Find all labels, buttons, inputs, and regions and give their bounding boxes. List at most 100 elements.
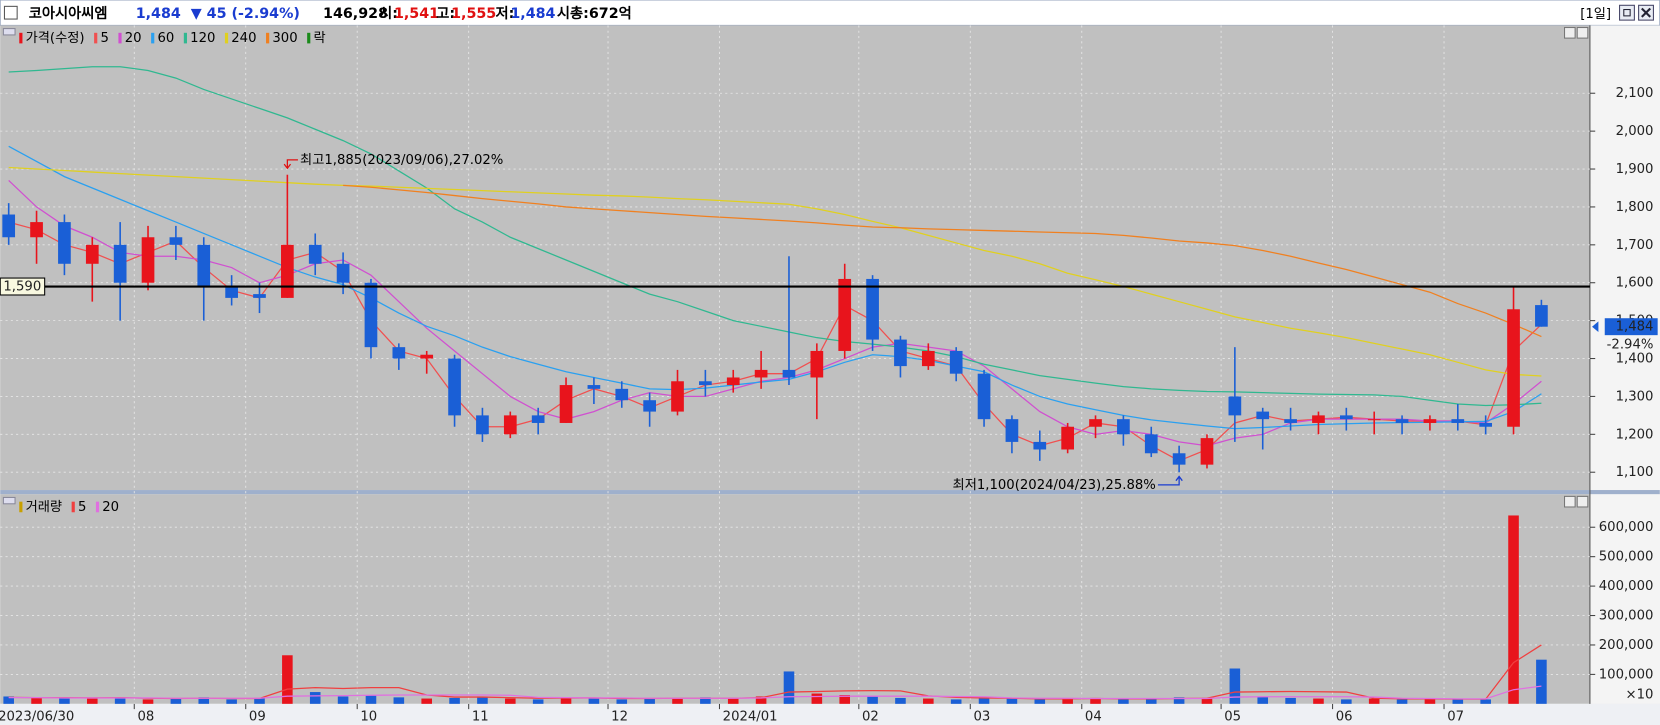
y-tick-label: 300,000 [1599, 609, 1654, 624]
candle-body [58, 222, 71, 264]
panel-max-button[interactable] [1563, 495, 1576, 508]
volume-bar [282, 655, 293, 704]
candle-body [643, 400, 656, 412]
volume-bar [1145, 698, 1157, 704]
annotation-arrow [283, 159, 298, 170]
checkbox[interactable] [3, 5, 18, 20]
legend-swatch [19, 501, 23, 513]
legend-swatch [19, 32, 23, 44]
legend-label: 20 [125, 31, 142, 46]
candle-body [671, 381, 684, 412]
candle-body [420, 354, 434, 359]
volume-bar [588, 698, 600, 704]
x-axis-bg [0, 703, 1660, 725]
low-value: 1,484 [510, 6, 555, 22]
volume-bar [1341, 699, 1352, 704]
volume-bar [449, 697, 460, 704]
legend-label: 거래량 [26, 499, 62, 515]
candle-body [225, 286, 238, 298]
volume-bar [421, 698, 432, 704]
panel-close-button[interactable] [1576, 495, 1589, 508]
header-bar [0, 0, 1660, 26]
annotation-arrow [1157, 475, 1183, 486]
candle-body [921, 350, 935, 367]
candle-body [2, 214, 16, 238]
legend-swatch [224, 32, 229, 44]
volume-bar [1229, 668, 1241, 704]
volume-bar [700, 697, 711, 704]
x-tick-label: 02 [862, 710, 879, 725]
candle-body [169, 237, 183, 245]
ma-line [8, 66, 1542, 407]
legend-label: 20 [102, 500, 119, 515]
ma-line [8, 145, 1542, 430]
panel-icon [2, 496, 16, 505]
close-icon [1641, 7, 1652, 18]
open-label: 시: [379, 5, 398, 22]
candle-body [754, 369, 768, 378]
restore-button[interactable] [1619, 4, 1635, 21]
volume-panel [0, 494, 1590, 704]
panel-icon [2, 28, 16, 36]
unit-label: ×10 [1626, 687, 1654, 702]
candle-body [503, 415, 517, 435]
y-tick-label: 400,000 [1599, 579, 1654, 594]
candle-body [197, 244, 211, 287]
restore-icon [1623, 8, 1631, 17]
volume-bar [755, 696, 767, 704]
volume-bar [1536, 659, 1547, 704]
legend-label: 5 [78, 500, 86, 515]
candle-body [1479, 422, 1493, 427]
volume: 146,928 [323, 6, 388, 22]
volume-bar [365, 695, 377, 704]
last-price-label: 1,484 [1616, 320, 1654, 335]
volume-ma-line [8, 644, 1542, 700]
y-tick-label: 2,000 [1616, 124, 1654, 139]
volume-bar [895, 697, 906, 704]
volume-bar [950, 699, 962, 704]
candle-body [615, 388, 629, 401]
candle-body [1033, 441, 1047, 450]
panel-max-button[interactable] [1563, 26, 1576, 39]
volume-bar [672, 698, 683, 704]
candle-body [699, 381, 712, 386]
volume-bar [811, 693, 823, 704]
y-tick-label: 1,700 [1616, 238, 1654, 253]
y-tick-label: 1,800 [1616, 200, 1654, 215]
volume-bar [86, 698, 98, 704]
stock-name: 코아시아씨엠 [29, 4, 108, 22]
candle-body [85, 244, 99, 264]
volume-bar [337, 696, 349, 704]
y-tick-label: 1,600 [1616, 276, 1654, 291]
candle-body [977, 373, 991, 420]
volume-bar [226, 699, 237, 704]
candle-body [531, 415, 545, 423]
candle-body [253, 294, 266, 298]
candle-body [1367, 419, 1381, 421]
candle-body [392, 347, 406, 359]
candle-body [838, 278, 852, 351]
legend-swatch [307, 32, 311, 44]
legend-label: 300 [272, 31, 297, 46]
panel-divider [0, 490, 1660, 495]
volume-bar [1368, 698, 1380, 704]
y-tick-label: 1,400 [1616, 352, 1654, 367]
x-tick-label: 08 [137, 710, 154, 725]
candle-body [559, 385, 573, 423]
y-tick-label: 200,000 [1599, 638, 1654, 653]
x-tick-label: 09 [249, 710, 266, 725]
volume-bar [727, 697, 739, 704]
period[interactable]: [1일] [1580, 6, 1611, 22]
x-tick-label: 2024/01 [723, 710, 778, 725]
candle-body [364, 282, 378, 348]
candle-body [1395, 419, 1409, 423]
candle-body [1228, 396, 1242, 416]
high-annotation: 최고1,885(2023/09/06),27.02% [300, 152, 503, 168]
panel-close-button[interactable] [1576, 26, 1589, 39]
volume-bar [1006, 698, 1018, 704]
candle-body [726, 377, 740, 386]
legend-swatch [266, 32, 270, 44]
price-axis-bg [1589, 25, 1660, 491]
volume-bar [616, 699, 628, 704]
